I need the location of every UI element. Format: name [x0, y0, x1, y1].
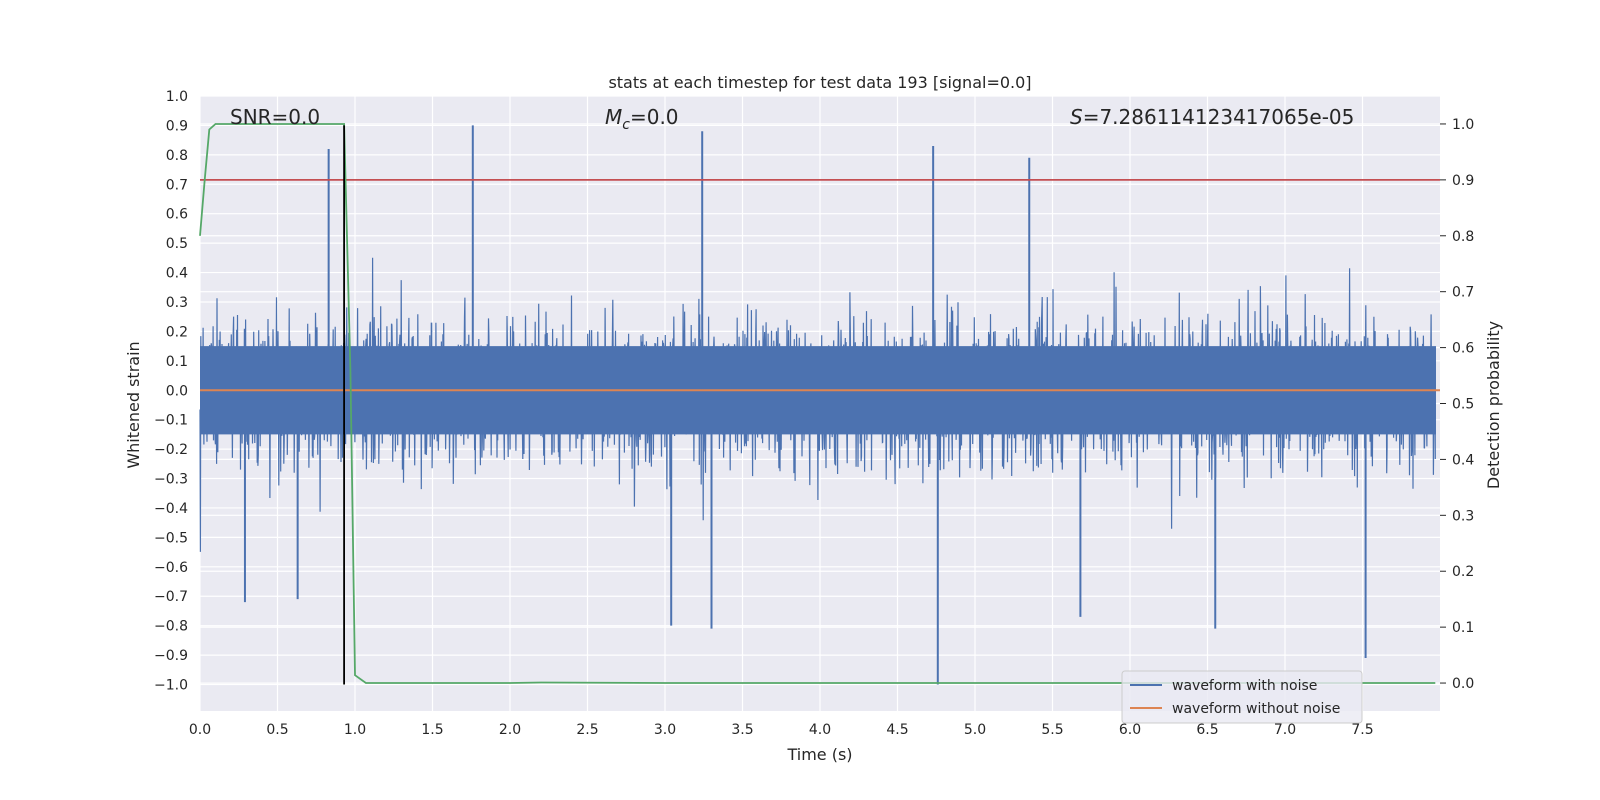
x-tick-label: 1.0 [344, 722, 366, 738]
y-tick-label-left: −0.8 [154, 619, 188, 635]
s-annotation: S=7.286114123417065e-05 [1070, 105, 1354, 129]
y-tick-label-left: −0.5 [154, 530, 188, 546]
y-tick-label-right: 0.6 [1452, 341, 1474, 357]
x-tick-label: 5.0 [964, 722, 986, 738]
chirp-mass-symbol: M [605, 105, 622, 129]
y-tick-label-right: 0.3 [1452, 508, 1474, 524]
y-tick-label-left: −0.1 [154, 413, 188, 429]
y-axis-label-left: Whitened strain [124, 341, 143, 468]
x-tick-label: 4.5 [886, 722, 908, 738]
y-tick-label-left: −0.2 [154, 442, 188, 458]
x-axis-label: Time (s) [786, 745, 852, 764]
x-tick-label: 2.0 [499, 722, 521, 738]
chirp-mass-annotation: Mc=0.0 [605, 105, 679, 133]
x-tick-label: 2.5 [576, 722, 598, 738]
x-tick-label: 4.0 [809, 722, 831, 738]
y-tick-label-right: 0.0 [1452, 676, 1474, 692]
y-tick-label-right: 0.4 [1452, 452, 1474, 468]
y-tick-label-right: 0.7 [1452, 285, 1474, 301]
y-tick-label-left: 0.4 [166, 266, 188, 282]
y-tick-label-left: −0.6 [154, 560, 188, 576]
y-tick-label-left: −1.0 [154, 678, 188, 694]
y-tick-label-right: 0.5 [1452, 397, 1474, 413]
y-tick-label-left: 0.9 [166, 118, 188, 134]
y-tick-label-right: 0.2 [1452, 564, 1474, 580]
x-tick-label: 3.5 [731, 722, 753, 738]
y-tick-label-right: 1.0 [1452, 117, 1474, 133]
y-tick-label-left: 0.2 [166, 324, 188, 340]
s-symbol: S [1070, 105, 1083, 129]
x-tick-label: 0.5 [266, 722, 288, 738]
snr-annotation: SNR=0.0 [230, 105, 320, 129]
legend-box [1121, 670, 1363, 724]
y-tick-label-left: −0.4 [154, 501, 188, 517]
y-tick-label-left: 0.5 [166, 236, 188, 252]
y-tick-label-right: 0.1 [1452, 620, 1474, 636]
legend: waveform with noise waveform without noi… [1121, 670, 1363, 724]
y-tick-label-left: −0.9 [154, 648, 188, 664]
y-tick-label-left: 0.0 [166, 383, 188, 399]
y-tick-label-right: 0.8 [1452, 229, 1474, 245]
y-tick-label-left: 0.1 [166, 354, 188, 370]
x-tick-label: 6.5 [1196, 722, 1218, 738]
y-tick-label-left: −0.3 [154, 472, 188, 488]
legend-label-waveform-without-noise: waveform without noise [1172, 701, 1340, 717]
x-tick-label: 3.0 [654, 722, 676, 738]
series-lines [199, 123, 1440, 685]
chirp-mass-value: =0.0 [630, 105, 679, 129]
x-tick-label: 7.5 [1351, 722, 1373, 738]
y-axis-label-right: Detection probability [1484, 321, 1503, 489]
y-tick-label-left: 0.7 [166, 177, 188, 193]
x-tick-label: 1.5 [421, 722, 443, 738]
x-tick-label: 6.0 [1119, 722, 1141, 738]
y-tick-label-left: 0.3 [166, 295, 188, 311]
detection-probability-line [199, 123, 1436, 684]
x-tick-label: 7.0 [1274, 722, 1296, 738]
y-tick-label-right: 0.9 [1452, 173, 1474, 189]
y-tick-label-left: −0.7 [154, 589, 188, 605]
y-tick-label-left: 0.8 [166, 148, 188, 164]
x-tick-label: 5.5 [1041, 722, 1063, 738]
x-tick-label: 0.0 [189, 722, 211, 738]
tick-labels: 0.0 0.5 1.0 1.5 2.0 2.5 3.0 3.5 4.0 4.5 5.0 5.5 6.0 6… [154, 89, 1474, 738]
chirp-mass-subscript: c [622, 117, 630, 133]
y-tick-label-left: 0.6 [166, 207, 188, 223]
chart-title: stats at each timestep for test data 193… [608, 73, 1031, 92]
s-value: =7.286114123417065e-05 [1083, 105, 1355, 129]
legend-label-waveform-with-noise: waveform with noise [1172, 678, 1317, 694]
y-tick-label-left: 1.0 [166, 89, 188, 105]
